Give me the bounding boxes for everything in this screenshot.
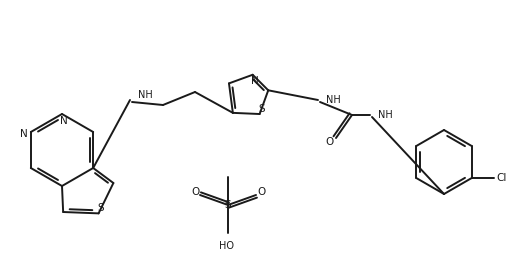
- Text: NH: NH: [378, 110, 393, 120]
- Text: S: S: [97, 203, 104, 213]
- Text: O: O: [257, 187, 265, 197]
- Text: Cl: Cl: [497, 173, 507, 183]
- Text: N: N: [60, 116, 68, 126]
- Text: N: N: [251, 76, 259, 86]
- Text: HO: HO: [219, 241, 233, 251]
- Text: S: S: [225, 200, 231, 210]
- Text: O: O: [325, 137, 333, 147]
- Text: O: O: [191, 187, 199, 197]
- Text: S: S: [258, 104, 265, 114]
- Text: NH: NH: [326, 95, 341, 105]
- Text: NH: NH: [138, 90, 153, 100]
- Text: N: N: [20, 129, 27, 139]
